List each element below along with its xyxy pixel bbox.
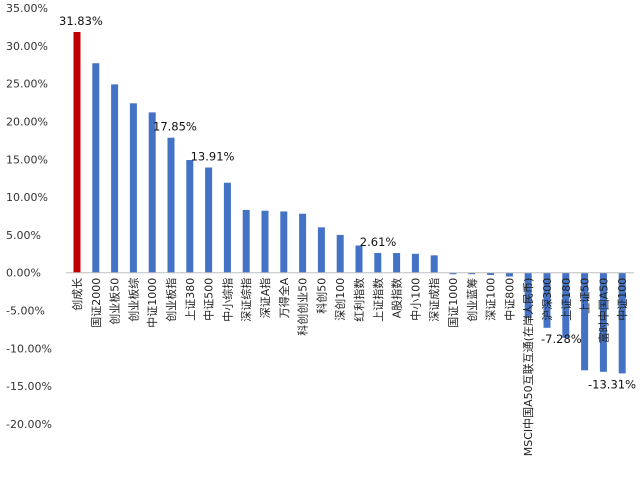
y-tick-label: -15.00% — [6, 380, 52, 393]
category-label: 中小综指 — [220, 278, 234, 322]
category-label: 国证2000 — [90, 278, 103, 328]
data-label: -7.28% — [541, 332, 582, 346]
category-label: 国证1000 — [447, 278, 460, 328]
data-label: -13.31% — [588, 377, 636, 391]
y-tick-label: 35.00% — [6, 2, 48, 15]
category-label: 富时中国A50 — [596, 278, 610, 344]
category-label: 上证指数 — [371, 278, 385, 322]
category-label: 创业板综 — [126, 278, 140, 322]
category-label: 深证综指 — [239, 278, 253, 322]
category-label: 科创50 — [314, 278, 328, 314]
category-label: 上证50 — [579, 278, 592, 314]
category-label: 深创100 — [334, 278, 347, 321]
bar — [299, 213, 307, 273]
bar — [430, 255, 438, 273]
category-label: 红利指数 — [352, 278, 366, 322]
category-label: 中小100 — [409, 278, 422, 321]
y-axis: 35.00% 30.00% 25.00% 20.00% 15.00% 10.00% 5.00… — [6, 2, 52, 431]
data-label: 31.83% — [59, 14, 103, 28]
bar — [355, 245, 363, 273]
bar — [223, 182, 231, 273]
y-tick-label: 20.00% — [6, 115, 48, 128]
y-tick-label: -5.00% — [6, 305, 45, 318]
bar — [205, 167, 213, 273]
bar — [393, 253, 401, 273]
category-label: 中证500 — [203, 278, 216, 321]
y-tick-label: -20.00% — [6, 418, 52, 431]
bar — [468, 272, 476, 275]
bar — [562, 272, 570, 338]
bar — [374, 252, 382, 273]
y-tick-label: -10.00% — [6, 342, 52, 355]
bar — [524, 272, 532, 319]
category-label: 中证1000 — [146, 278, 159, 328]
category-label: 上证180 — [560, 278, 573, 321]
bar — [599, 272, 607, 372]
bar — [129, 103, 137, 273]
data-label: 13.91% — [191, 150, 235, 164]
bar — [317, 227, 325, 273]
bar — [543, 272, 551, 328]
category-label: A股指数 — [390, 278, 404, 319]
bar — [167, 137, 175, 273]
category-label: 深证100 — [485, 278, 498, 321]
bar — [505, 272, 513, 277]
category-label: 上证380 — [184, 278, 197, 321]
y-tick-label: 10.00% — [6, 191, 48, 204]
category-label: 深证成指 — [427, 278, 441, 322]
bar — [449, 272, 457, 275]
bar — [148, 112, 156, 273]
bar — [618, 272, 626, 374]
bar — [581, 272, 589, 371]
category-label: 沪深300 — [540, 278, 554, 321]
category-label: 万得全A — [277, 277, 291, 318]
bars — [73, 31, 626, 374]
data-label: 2.61% — [360, 235, 397, 249]
bar — [411, 253, 419, 273]
category-labels: 创成长 国证2000 创业板50 创业板综 中证1000 创业板指 上证380 中证500 中小… — [71, 277, 629, 456]
category-label: 创业板50 — [108, 278, 122, 325]
y-tick-label: 5.00% — [6, 229, 41, 242]
bar — [111, 84, 119, 273]
category-label: MSCI中国A50互联互通(在岸人民币) — [522, 278, 535, 457]
bar — [242, 209, 250, 273]
y-tick-label: 0.00% — [6, 267, 41, 280]
category-label: 科创创业50 — [296, 278, 310, 336]
y-tick-label: 25.00% — [6, 78, 48, 91]
category-label: 中证100 — [616, 278, 629, 321]
bar — [487, 272, 495, 275]
category-label: 中证800 — [503, 278, 516, 321]
y-tick-label: 30.00% — [6, 40, 48, 53]
bar — [261, 210, 269, 273]
data-labels: 31.83% 17.85% 13.91% 2.61% -7.28% -13.31% — [59, 14, 636, 391]
category-label: 深证A指 — [258, 278, 272, 319]
category-label: 创业板指 — [164, 278, 178, 322]
data-label: 17.85% — [153, 120, 197, 134]
bar — [92, 63, 100, 273]
bar — [280, 211, 288, 273]
bar — [73, 31, 81, 273]
category-label: 创业蓝筹 — [465, 278, 479, 322]
bar — [336, 234, 344, 273]
category-label: 创成长 — [71, 278, 84, 311]
y-tick-label: 15.00% — [6, 153, 48, 166]
bar — [186, 160, 194, 273]
